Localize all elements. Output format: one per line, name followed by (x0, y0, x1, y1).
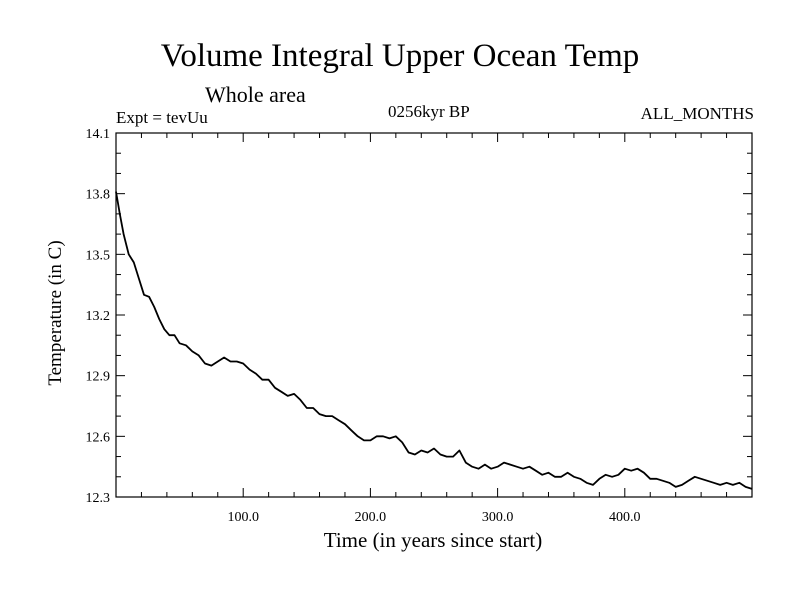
axis-ticks (115, 132, 753, 498)
y-tick-label: 13.2 (86, 309, 111, 324)
y-tick-label: 13.5 (86, 248, 111, 263)
y-tick-label: 12.3 (86, 491, 111, 506)
y-tick-label: 14.1 (86, 127, 111, 142)
era-label: 0256kyr BP (388, 102, 470, 121)
x-tick-label: 300.0 (482, 510, 514, 525)
axis-tick-labels: 100.0 200.0 300.0 400.0 12.3 12.6 12.9 13.2 13.5… (86, 127, 641, 525)
x-axis-label: Time (in years since start) (323, 528, 543, 552)
x-tick-label: 200.0 (355, 510, 387, 525)
x-tick-label: 100.0 (227, 510, 259, 525)
x-tick-label: 400.0 (609, 510, 641, 525)
y-tick-label: 12.6 (86, 430, 111, 445)
y-tick-label: 13.8 (86, 188, 111, 203)
chart-subtitle: Whole area (205, 82, 306, 107)
y-tick-label: 12.9 (86, 370, 111, 385)
series-line (115, 191, 753, 490)
plot-frame (115, 132, 753, 498)
experiment-label: Expt = tevUu (116, 108, 208, 127)
months-label: ALL_MONTHS (640, 104, 754, 123)
chart-title: Volume Integral Upper Ocean Temp (160, 38, 640, 74)
